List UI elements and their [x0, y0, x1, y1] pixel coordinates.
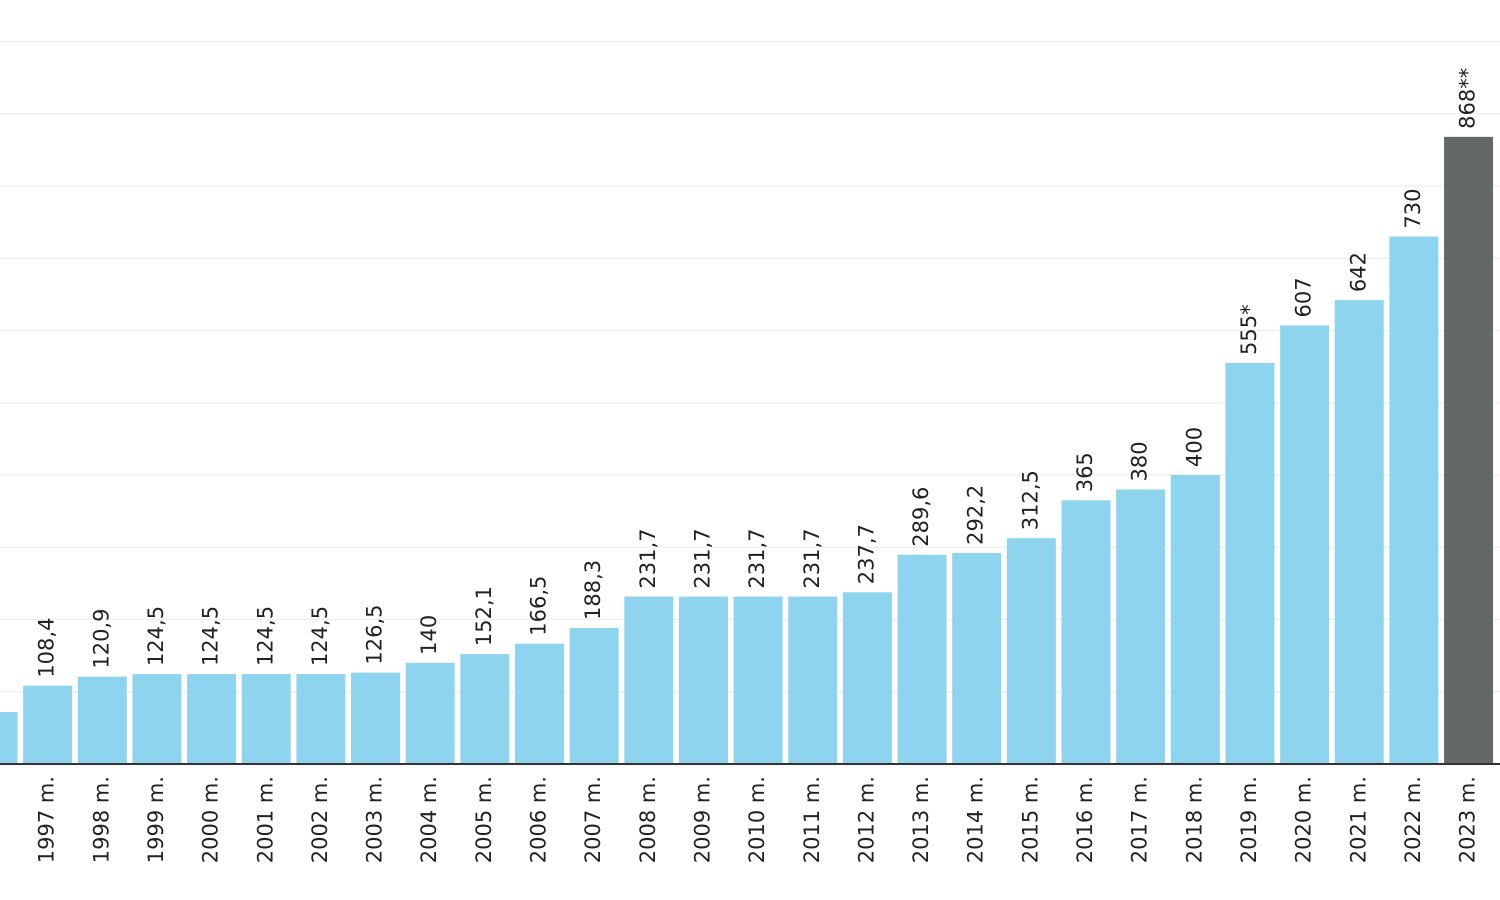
bars — [0, 136, 1494, 764]
value-label: 555* — [1237, 304, 1261, 355]
value-label: 231,7 — [745, 528, 769, 588]
category-label: 2019 m. — [1237, 776, 1261, 863]
value-label: 312,5 — [1018, 470, 1042, 530]
bar — [241, 674, 291, 764]
bar — [187, 674, 237, 764]
bar — [1389, 236, 1439, 764]
gridlines — [0, 40, 1500, 693]
bar — [733, 596, 783, 764]
category-label: 2007 m. — [581, 776, 605, 863]
value-label: 120,9 — [89, 609, 113, 669]
bar — [1280, 325, 1330, 764]
value-label: 237,7 — [854, 524, 878, 584]
bar — [842, 592, 892, 764]
category-label: 2006 m. — [527, 776, 551, 863]
bar — [1225, 363, 1275, 764]
value-label: 124,5 — [308, 606, 332, 666]
value-label: 231,7 — [690, 528, 714, 588]
value-label: 231,7 — [636, 528, 660, 588]
value-label: 400 — [1182, 427, 1206, 467]
category-label: 2016 m. — [1073, 776, 1097, 863]
bar — [1170, 475, 1220, 764]
category-label: 2002 m. — [308, 776, 332, 863]
bar — [952, 552, 1002, 764]
value-label: 730 — [1401, 188, 1425, 228]
value-labels: 108,4 120,9 124,5 124,5 124,5 124,5 126,5 140 15… — [35, 68, 1480, 678]
category-label: 2021 m. — [1346, 776, 1370, 863]
value-label: 365 — [1073, 452, 1097, 492]
category-label: 2014 m. — [964, 776, 988, 863]
value-label: 289,6 — [909, 487, 933, 547]
value-label: 124,5 — [253, 606, 277, 666]
bar — [569, 627, 619, 764]
category-label: 2013 m. — [909, 776, 933, 863]
category-label: 1998 m. — [89, 776, 113, 863]
value-label: 188,3 — [581, 560, 605, 620]
bar — [624, 596, 674, 764]
category-labels: 1996 m. 1997 m. 1998 m. 1999 m. 2000 m. 2001 … — [0, 776, 1480, 863]
bar — [23, 685, 73, 764]
category-label: 2011 m. — [800, 776, 824, 863]
bar — [678, 596, 728, 764]
category-label: 2004 m. — [417, 776, 441, 863]
category-label: 2020 m. — [1292, 776, 1316, 863]
category-label: 2012 m. — [854, 776, 878, 863]
bar — [788, 596, 838, 764]
bar — [1061, 500, 1111, 764]
bar — [351, 672, 401, 764]
value-label: 108,4 — [35, 618, 59, 678]
bar — [460, 654, 510, 764]
category-label: 1996 m. — [0, 776, 4, 863]
value-label: 124,5 — [199, 606, 223, 666]
value-label: 607 — [1292, 277, 1316, 317]
bar — [515, 643, 564, 764]
bar — [1444, 136, 1494, 764]
value-label: 140 — [417, 615, 441, 655]
category-label: 2005 m. — [472, 776, 496, 863]
value-label: 152,1 — [472, 586, 496, 646]
category-label: 2001 m. — [253, 776, 277, 863]
bar — [1006, 538, 1056, 764]
category-label: 2000 m. — [199, 776, 223, 863]
category-label: 2017 m. — [1128, 776, 1152, 863]
value-label: 124,5 — [144, 606, 168, 666]
value-label: 292,2 — [964, 485, 988, 545]
value-label: 868** — [1456, 68, 1480, 129]
category-label: 2003 m. — [363, 776, 387, 863]
category-label: 1997 m. — [35, 776, 59, 863]
category-label: 2023 m. — [1456, 776, 1480, 863]
category-label: 2018 m. — [1182, 776, 1206, 863]
value-label: 126,5 — [363, 604, 387, 664]
bar — [405, 662, 455, 764]
category-label: 1999 m. — [144, 776, 168, 863]
category-label: 2022 m. — [1401, 776, 1425, 863]
bar — [77, 676, 127, 764]
category-label: 2008 m. — [636, 776, 660, 863]
bar — [132, 674, 182, 764]
category-label: 2010 m. — [745, 776, 769, 863]
value-label: 231,7 — [800, 528, 824, 588]
category-label: 2015 m. — [1018, 776, 1042, 863]
value-label: 642 — [1346, 252, 1370, 292]
bar — [296, 674, 346, 764]
bar — [897, 554, 947, 764]
bar — [1116, 489, 1166, 764]
category-label: 2009 m. — [690, 776, 714, 863]
bar — [0, 711, 18, 764]
value-label: 380 — [1128, 441, 1152, 481]
value-label: 166,5 — [527, 576, 551, 636]
bar — [1334, 300, 1384, 764]
